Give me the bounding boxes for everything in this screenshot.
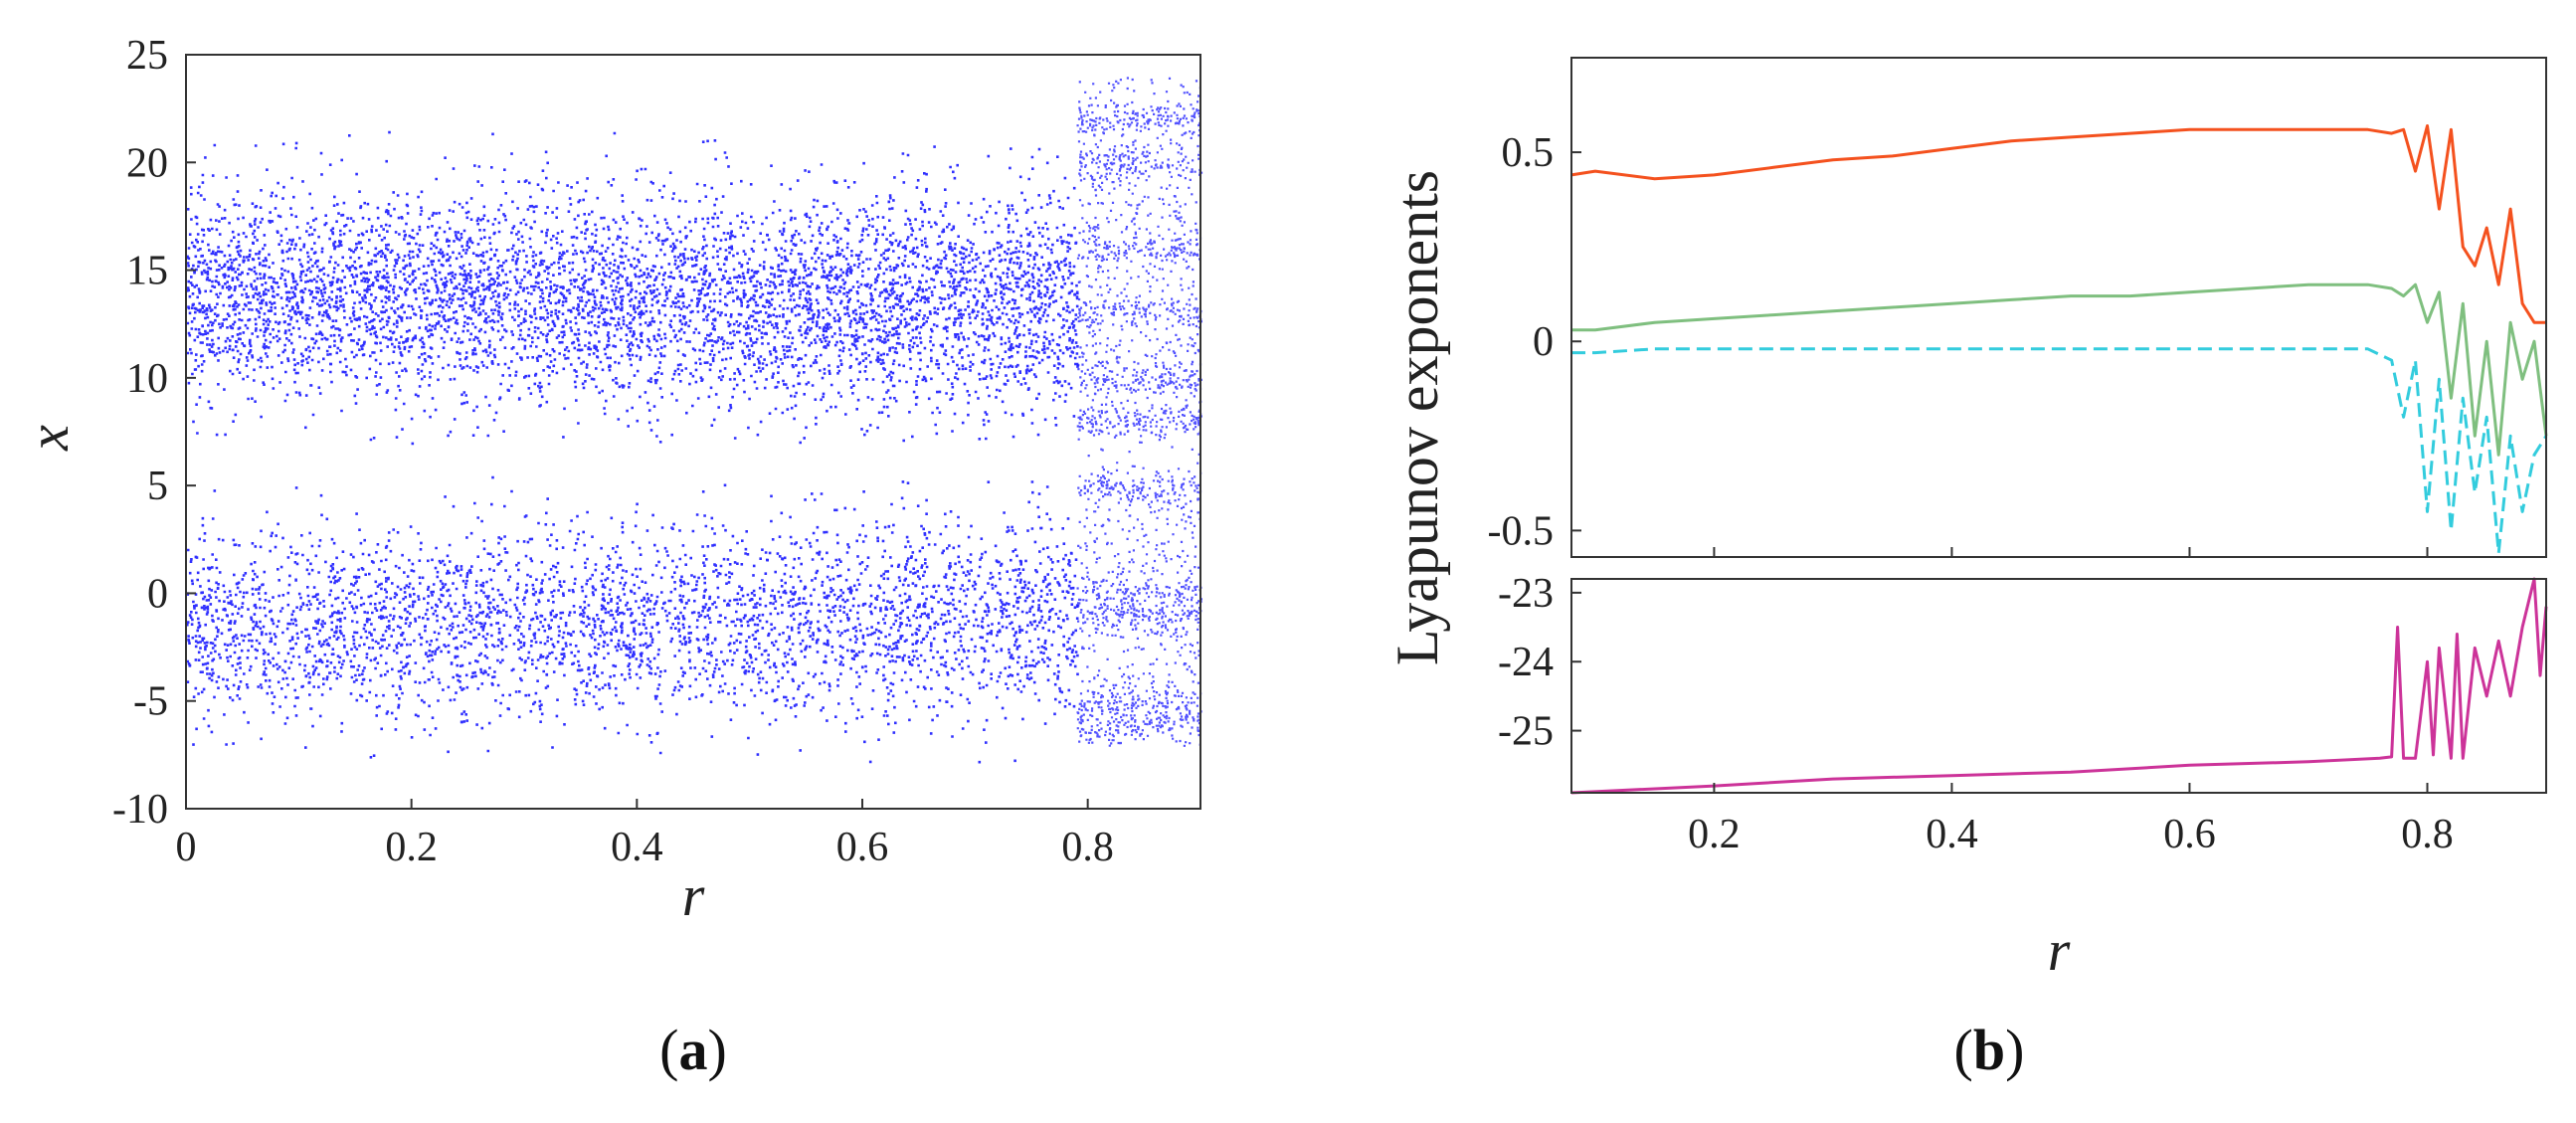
x-tick-label-a: 0 (176, 825, 197, 870)
lyapunov-lower-series (1570, 577, 2548, 795)
y-axis-label-b: Lyapunov exponents (1384, 170, 1450, 665)
y-tick-label-a: -5 (133, 679, 168, 725)
y-tick-label-b-upper: -0.5 (1488, 508, 1555, 554)
lyapunov-series-upper-2 (1571, 347, 2548, 555)
axes-frame-b-upper (1570, 57, 2547, 558)
y-tick-label-b-lower: -24 (1498, 640, 1554, 685)
y-tick-label-a: 5 (147, 464, 168, 509)
lyapunov-upper-series (1570, 124, 2548, 555)
x-tick-label-a: 0.4 (611, 825, 663, 870)
lyapunov-series-lower-0 (1570, 577, 2548, 795)
x-axis-label-b: r (2048, 918, 2071, 983)
y-ticks-b-lower: -25 -24 -23 (1498, 571, 1581, 755)
y-tick-label-b-lower: -25 (1498, 709, 1554, 755)
y-tick-label-a: 0 (147, 571, 168, 617)
x-ticks-b: 0.2 0.4 0.6 0.8 (1688, 547, 2454, 857)
y-tick-label-a: 20 (126, 140, 168, 186)
y-tick-label-a: 25 (126, 33, 168, 79)
x-tick-label-b: 0.4 (1926, 812, 1978, 857)
panel-label-a: (a) (659, 1018, 727, 1082)
bifurcation-points (186, 77, 1203, 764)
chaotic-points (186, 130, 1079, 764)
lyapunov-exponents-chart: -0.5 0 0.5 -25 -24 -23 0.2 0.4 0.6 0.8 r Lyapun… (1384, 57, 2548, 1082)
y-tick-label-b-upper: 0.5 (1502, 130, 1555, 176)
x-tick-label-a: 0.8 (1061, 825, 1114, 870)
periodic-points (1076, 77, 1203, 747)
x-tick-label-a: 0.2 (385, 825, 438, 870)
y-tick-label-a: 15 (126, 249, 168, 294)
lyapunov-series-upper-0 (1570, 124, 2546, 324)
x-tick-label-b: 0.2 (1688, 812, 1741, 857)
x-tick-label-a: 0.6 (836, 825, 889, 870)
panel-label-a-letter: a (679, 1018, 708, 1082)
y-tick-label-a: -10 (112, 787, 168, 833)
y-tick-label-b-lower: -23 (1498, 571, 1554, 617)
axes-frame-a (185, 54, 1201, 810)
x-ticks-a: 0 0.2 0.4 0.6 0.8 (176, 799, 1114, 870)
y-ticks-a: -10 -5 0 5 10 15 20 25 (112, 33, 196, 833)
x-tick-label-b: 0.6 (2163, 812, 2216, 857)
y-tick-label-b-upper: 0 (1533, 319, 1554, 365)
x-tick-label-b: 0.8 (2401, 812, 2454, 857)
y-tick-label-a: 10 (126, 356, 168, 402)
y-ticks-b-upper: -0.5 0 0.5 (1488, 130, 1581, 554)
y-axis-label-a: x (16, 425, 81, 452)
panel-label-b-letter: b (1973, 1018, 2005, 1082)
panel-label-b: (b) (1954, 1018, 2025, 1082)
bifurcation-diagram: 0 0.2 0.4 0.6 0.8 -10 -5 0 5 10 15 20 25 r x (a) (16, 33, 1203, 1082)
lyapunov-series-upper-1 (1571, 282, 2548, 457)
axes-frame-b-lower (1570, 578, 2547, 794)
x-axis-label-a: r (682, 863, 705, 928)
